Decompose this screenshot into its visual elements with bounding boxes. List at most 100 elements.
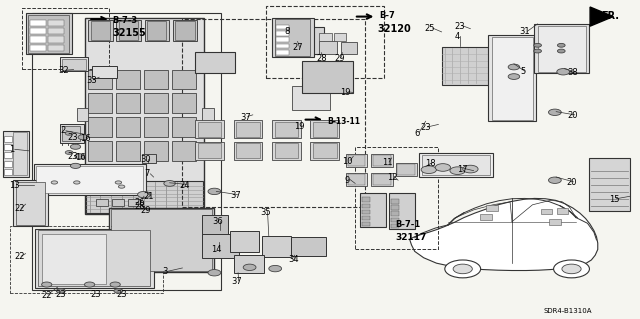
Bar — [144, 141, 168, 161]
Bar — [275, 19, 310, 56]
Bar — [236, 143, 260, 158]
Bar — [275, 143, 298, 158]
Text: 9: 9 — [345, 176, 350, 185]
Bar — [266, 6, 384, 78]
Circle shape — [508, 74, 520, 79]
Bar — [116, 117, 140, 137]
Bar — [30, 28, 46, 34]
Bar — [348, 174, 365, 185]
Bar — [48, 28, 64, 34]
Bar — [391, 211, 399, 216]
Bar — [88, 141, 112, 161]
Circle shape — [74, 181, 80, 184]
Text: 37: 37 — [230, 191, 241, 200]
Circle shape — [548, 109, 561, 115]
Text: 13: 13 — [10, 181, 20, 190]
Text: 5: 5 — [520, 67, 525, 76]
Bar — [30, 45, 46, 51]
Text: SDR4-B1310A: SDR4-B1310A — [544, 308, 593, 314]
Text: 17: 17 — [457, 165, 467, 174]
Text: 35: 35 — [260, 208, 271, 217]
Bar — [391, 218, 399, 222]
Bar — [195, 52, 235, 73]
Text: 2: 2 — [60, 126, 65, 135]
Bar — [334, 33, 346, 41]
Circle shape — [78, 135, 88, 140]
Bar — [362, 197, 370, 202]
Text: 16: 16 — [75, 153, 85, 162]
Bar — [202, 234, 239, 258]
Bar — [30, 36, 46, 43]
Bar — [35, 229, 154, 288]
Bar — [276, 44, 289, 48]
Bar — [391, 224, 399, 228]
Bar — [144, 93, 168, 113]
Bar — [32, 13, 221, 290]
Bar — [389, 193, 415, 229]
Circle shape — [421, 166, 436, 174]
Bar — [26, 13, 72, 54]
Bar — [109, 208, 214, 272]
Bar — [88, 93, 112, 113]
Text: 24: 24 — [179, 181, 189, 189]
Text: 31: 31 — [520, 27, 530, 36]
Text: 28: 28 — [316, 54, 326, 63]
Bar — [62, 59, 86, 70]
Polygon shape — [410, 198, 598, 271]
Bar — [13, 180, 48, 226]
Text: 36: 36 — [212, 217, 223, 226]
Circle shape — [562, 264, 581, 274]
Bar — [276, 25, 289, 29]
Text: 1: 1 — [9, 145, 14, 154]
Text: 32117: 32117 — [396, 233, 427, 242]
Text: 19: 19 — [294, 122, 305, 130]
Bar — [310, 120, 339, 138]
Circle shape — [118, 185, 125, 188]
Bar — [88, 20, 113, 41]
Bar — [85, 18, 204, 214]
Bar — [182, 19, 365, 207]
Bar — [38, 230, 150, 286]
Text: 30: 30 — [141, 155, 151, 164]
Text: 8: 8 — [284, 27, 289, 36]
Bar — [362, 204, 370, 208]
Circle shape — [65, 151, 73, 154]
Text: 23: 23 — [91, 290, 101, 299]
Text: 23: 23 — [67, 152, 77, 161]
Bar — [60, 124, 84, 143]
Text: 19: 19 — [340, 88, 351, 97]
Bar — [442, 47, 490, 85]
Bar — [534, 24, 589, 73]
Bar — [310, 142, 339, 160]
Text: 37: 37 — [232, 277, 242, 286]
Bar — [28, 15, 69, 53]
Bar — [91, 21, 110, 40]
Bar — [362, 216, 370, 220]
Bar — [36, 166, 143, 193]
Text: 14: 14 — [211, 245, 221, 254]
Bar — [234, 142, 262, 160]
Circle shape — [243, 264, 256, 271]
Bar — [302, 61, 353, 93]
Circle shape — [51, 181, 58, 184]
Text: 22: 22 — [14, 204, 24, 213]
Bar — [112, 199, 124, 206]
Bar — [313, 122, 337, 137]
Bar — [30, 20, 46, 26]
Circle shape — [534, 43, 541, 47]
Circle shape — [70, 144, 81, 149]
Bar — [3, 131, 29, 177]
Bar — [88, 70, 112, 89]
Bar — [96, 199, 108, 206]
Bar — [230, 231, 259, 252]
Bar — [319, 41, 337, 54]
Bar — [195, 120, 224, 138]
Bar — [92, 66, 117, 78]
Circle shape — [534, 49, 541, 53]
Bar — [371, 173, 393, 186]
Text: B-7-3: B-7-3 — [112, 16, 137, 25]
Circle shape — [548, 177, 561, 183]
Circle shape — [269, 265, 282, 272]
Bar — [486, 205, 498, 211]
Circle shape — [450, 167, 465, 174]
